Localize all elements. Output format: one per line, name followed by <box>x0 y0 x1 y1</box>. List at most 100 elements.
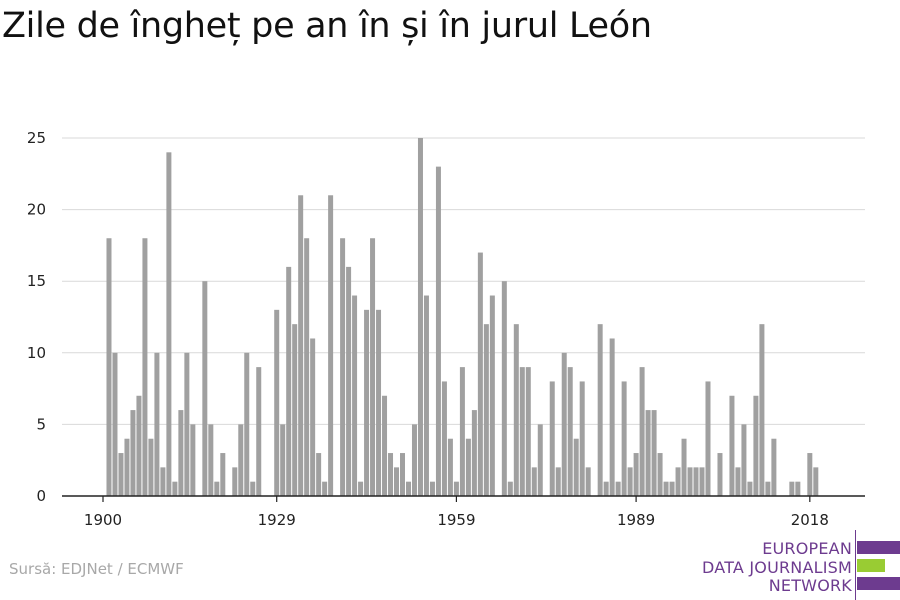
bar-year-1935 <box>310 338 316 496</box>
bar-year-1937 <box>322 481 328 496</box>
y-tick-label: 15 <box>27 272 46 290</box>
bar-year-1902 <box>112 352 118 496</box>
bar-year-1930 <box>280 424 286 496</box>
bar-year-1932 <box>292 324 298 496</box>
bar-year-1987 <box>621 381 627 496</box>
y-tick-label: 20 <box>27 201 46 219</box>
bar-year-2015 <box>789 481 795 496</box>
bar-year-1943 <box>358 481 364 496</box>
logo-bar-purple-bottom <box>857 577 900 590</box>
bar-year-1957 <box>441 381 447 496</box>
bar-year-1954 <box>423 295 429 496</box>
bar-year-2011 <box>765 481 771 496</box>
bar-year-1976 <box>555 467 561 496</box>
bar-year-2000 <box>699 467 705 496</box>
source-note: Sursă: EDJNet / ECMWF <box>9 560 184 578</box>
y-tick-label: 25 <box>27 129 46 147</box>
y-tick-label: 10 <box>27 344 46 362</box>
bar-year-1952 <box>411 424 417 496</box>
bar-year-1944 <box>364 309 370 496</box>
bar-year-1996 <box>675 467 681 496</box>
bar-year-1960 <box>459 367 465 496</box>
logo-bar-purple-top <box>857 541 900 554</box>
x-tick-label: 1959 <box>437 511 475 529</box>
bar-year-1965 <box>489 295 495 496</box>
bar-year-1912 <box>172 481 178 496</box>
bar-year-1981 <box>585 467 591 496</box>
chart-title: Zile de îngheț pe an în și în jurul León <box>2 6 652 46</box>
bar-year-1967 <box>501 281 507 496</box>
bar-year-2007 <box>741 424 747 496</box>
bar-year-1922 <box>232 467 238 496</box>
bar-year-1995 <box>669 481 675 496</box>
bar-year-1950 <box>400 453 405 496</box>
bar-year-1949 <box>394 467 400 496</box>
bar-year-1951 <box>405 481 411 496</box>
bar-year-1947 <box>382 395 388 496</box>
bar-year-1918 <box>208 424 214 496</box>
bar-year-2019 <box>813 467 819 496</box>
bar-year-2003 <box>717 453 723 496</box>
x-tick-label: 1929 <box>258 511 296 529</box>
bar-year-1907 <box>142 238 148 497</box>
y-axis-ticks: 0 5 10 15 20 25 <box>27 129 46 505</box>
x-tick-label: 1989 <box>617 511 655 529</box>
bar-year-1905 <box>130 410 136 496</box>
bar-chart: 1900 1929 1959 1989 2018 0 5 10 15 20 25 <box>27 129 865 529</box>
bar-year-1971 <box>525 367 531 496</box>
bar-year-1929 <box>274 309 280 496</box>
bar-year-1962 <box>471 410 477 496</box>
bar-year-1926 <box>256 367 262 496</box>
bar-year-1909 <box>154 352 160 496</box>
bar-year-2016 <box>795 481 801 496</box>
bar-year-1931 <box>286 266 292 496</box>
bar-year-1985 <box>609 338 615 496</box>
bar-year-1920 <box>220 453 226 496</box>
y-tick-label: 5 <box>36 415 46 433</box>
logo-bar-green <box>857 559 885 572</box>
bar-year-1968 <box>507 481 513 496</box>
bar-year-1964 <box>483 324 489 496</box>
bar-year-1994 <box>663 481 669 496</box>
bar-year-1959 <box>453 481 459 496</box>
bar-year-1988 <box>627 467 633 496</box>
logo-text-line1: EUROPEAN <box>762 539 852 558</box>
bar-year-1942 <box>352 295 358 496</box>
logo-text-line3: NETWORK <box>768 576 852 595</box>
bar-year-2005 <box>729 395 735 496</box>
logo-divider <box>855 530 856 600</box>
edjnet-logo[interactable]: EUROPEAN DATA JOURNALISM NETWORK <box>700 530 900 600</box>
bar-year-1963 <box>477 252 483 496</box>
bar-year-1992 <box>651 410 657 496</box>
bar-year-2008 <box>747 481 753 496</box>
bar-year-1906 <box>136 395 142 496</box>
bar-year-1975 <box>549 381 555 496</box>
bar-year-1903 <box>118 453 124 496</box>
bar-year-2006 <box>735 467 741 496</box>
bar-year-1970 <box>519 367 525 496</box>
bar-year-1913 <box>178 410 184 496</box>
bar-year-1989 <box>633 453 639 496</box>
bar-year-1934 <box>304 238 310 497</box>
bar-year-1923 <box>238 424 244 496</box>
bar-year-1999 <box>693 467 699 496</box>
bar-year-1910 <box>160 467 166 496</box>
bar-year-1914 <box>184 352 190 496</box>
bar-year-1972 <box>531 467 537 496</box>
bar-year-1961 <box>465 438 471 496</box>
bar-year-1980 <box>579 381 585 496</box>
bar-year-1991 <box>645 410 651 496</box>
bar-year-1908 <box>148 438 154 496</box>
bar-year-1911 <box>166 152 172 496</box>
bar-year-2001 <box>705 381 711 496</box>
bar-year-2018 <box>807 453 813 496</box>
bar-year-1941 <box>346 266 352 496</box>
bars <box>106 138 819 497</box>
logo-text-line2: DATA JOURNALISM <box>702 558 852 577</box>
bar-year-1933 <box>298 195 304 496</box>
bar-year-1977 <box>561 352 567 496</box>
bar-year-1953 <box>417 138 423 496</box>
bar-year-2012 <box>771 438 777 496</box>
bar-year-1990 <box>639 367 645 496</box>
bar-year-1955 <box>429 481 435 496</box>
